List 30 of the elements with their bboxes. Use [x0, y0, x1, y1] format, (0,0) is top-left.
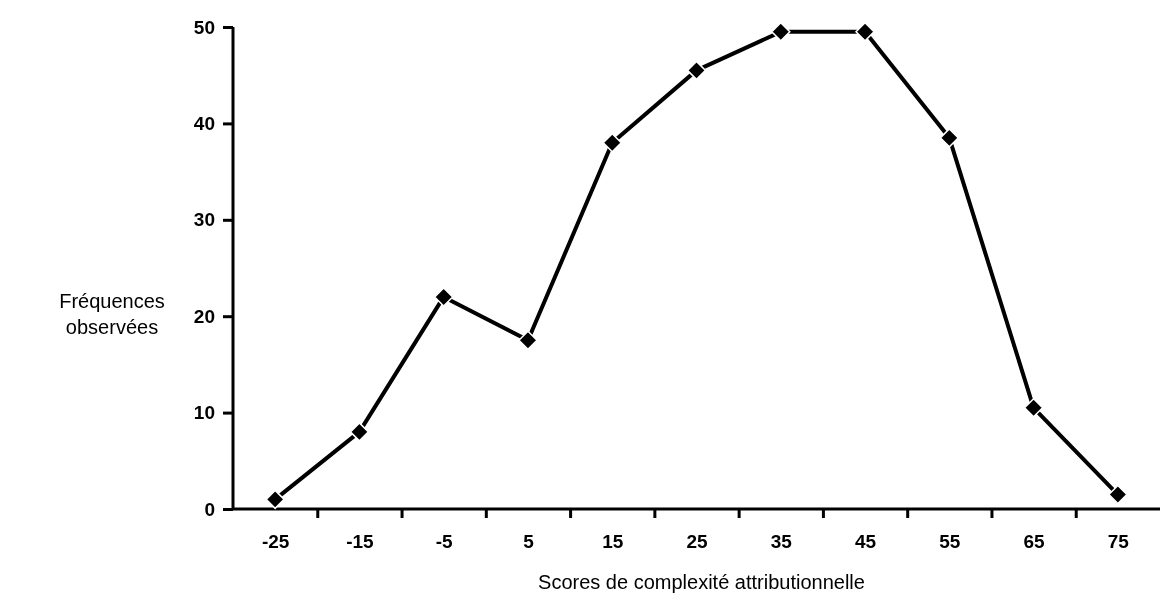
y-tick-label: 50	[193, 16, 215, 38]
x-tick-label: -15	[346, 531, 375, 553]
point	[939, 128, 960, 148]
point	[433, 287, 454, 307]
point	[349, 422, 370, 442]
x-tick-label: -25	[261, 531, 290, 553]
y-tick-label: 20	[193, 305, 215, 327]
point	[771, 22, 791, 42]
point	[265, 489, 285, 510]
x-axis-title: Scores de complexité attributionnelle	[538, 571, 865, 593]
point	[602, 132, 622, 153]
x-tick-label: 35	[770, 531, 793, 553]
y-tick-label: 40	[193, 112, 215, 134]
point	[1023, 398, 1044, 418]
x-tick-label: 55	[939, 531, 961, 553]
x-tick-label: 5	[523, 531, 535, 553]
x-tick-label: 25	[686, 531, 708, 553]
point	[686, 60, 707, 81]
x-tick-label: 65	[1023, 531, 1046, 553]
x-tick-label: -5	[435, 531, 454, 553]
point	[855, 22, 875, 42]
x-tick-label: 75	[1107, 531, 1130, 553]
y-tick-label: 30	[193, 209, 215, 231]
y-tick-label: 10	[193, 402, 215, 424]
point	[518, 330, 538, 351]
y-tick-label: 0	[204, 498, 215, 520]
point	[1108, 484, 1128, 505]
x-tick-label: 15	[602, 531, 624, 553]
y-axis-title: Fréquences observées	[59, 290, 165, 338]
x-tick-label: 45	[854, 531, 877, 553]
